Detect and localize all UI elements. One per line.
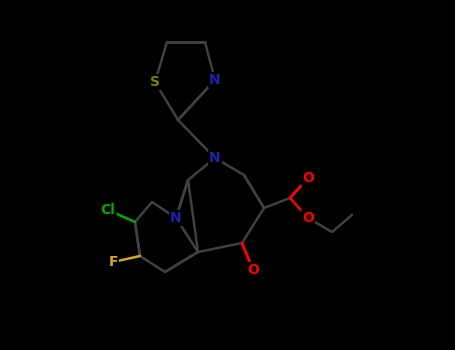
Text: S: S: [150, 75, 160, 89]
Text: N: N: [209, 73, 221, 87]
Text: N: N: [209, 151, 221, 165]
Text: Cl: Cl: [101, 203, 116, 217]
Text: O: O: [302, 211, 314, 225]
Text: O: O: [247, 263, 259, 277]
Text: N: N: [170, 211, 182, 225]
Text: F: F: [108, 255, 118, 269]
Text: O: O: [302, 171, 314, 185]
